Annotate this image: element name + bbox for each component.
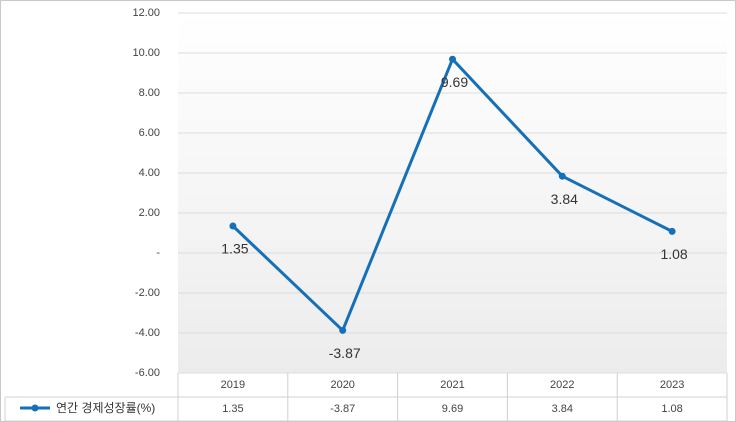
- data-point: [339, 326, 347, 334]
- x-tick-label: 2022: [550, 379, 574, 391]
- y-tick-label: 2.00: [139, 207, 160, 219]
- table-value: 1.35: [222, 403, 243, 415]
- y-tick-label: -6.00: [135, 367, 160, 379]
- data-label: -3.87: [329, 345, 361, 361]
- data-label: 1.35: [221, 241, 248, 257]
- y-tick-label: -4.00: [135, 327, 160, 339]
- x-tick-label: 2021: [440, 379, 464, 391]
- legend-label: 연간 경제성장률(%): [56, 401, 155, 415]
- y-tick-label: 10.00: [132, 47, 160, 59]
- data-point: [668, 227, 676, 235]
- data-point: [558, 172, 566, 180]
- x-tick-label: 2019: [221, 379, 245, 391]
- data-label: 1.08: [660, 246, 687, 262]
- y-tick-label: -: [156, 247, 160, 259]
- plot-area: [178, 13, 727, 373]
- table-value: -3.87: [330, 403, 355, 415]
- data-label: 3.84: [551, 191, 578, 207]
- data-point: [229, 222, 237, 230]
- x-tick-label: 2023: [660, 379, 684, 391]
- y-tick-label: 8.00: [139, 87, 160, 99]
- table-value: 9.69: [442, 403, 463, 415]
- legend-marker: [31, 404, 39, 412]
- y-tick-label: 4.00: [139, 167, 160, 179]
- x-tick-label: 2020: [330, 379, 354, 391]
- y-tick-label: 6.00: [139, 127, 160, 139]
- table-value: 3.84: [552, 403, 573, 415]
- data-point: [449, 55, 456, 63]
- y-tick-label: -2.00: [135, 287, 160, 299]
- table-value: 1.08: [661, 403, 682, 415]
- y-tick-label: 12.00: [132, 7, 160, 19]
- data-table: 연간 경제성장률(%): [4, 373, 728, 422]
- data-label: 9.69: [441, 74, 468, 90]
